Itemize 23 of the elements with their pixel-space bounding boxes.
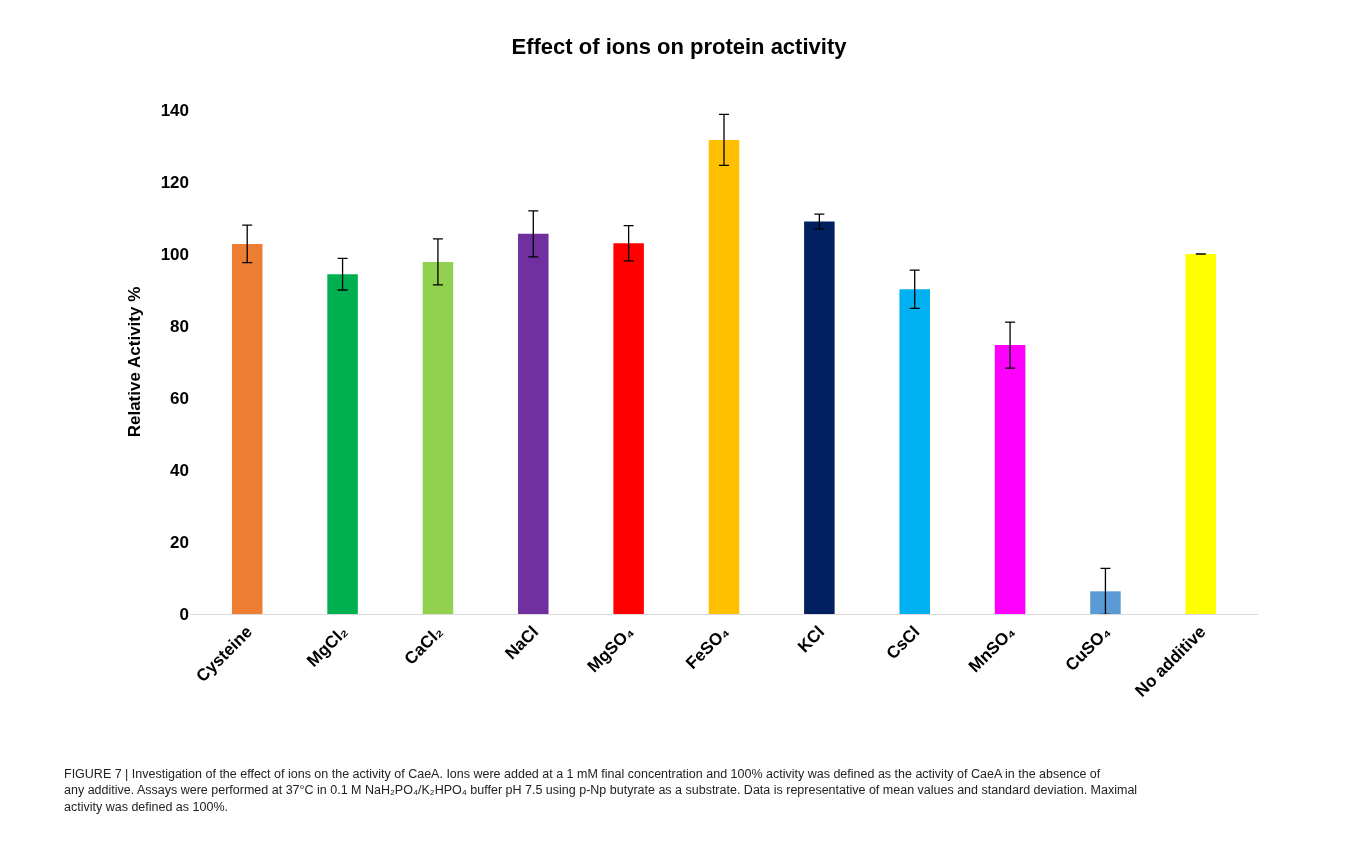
bar [327,274,358,614]
y-axis-title: Relative Activity % [125,286,145,438]
bar [518,233,549,614]
x-tick-label: KCl [794,622,829,657]
bar [231,243,263,614]
y-tick-label: 100 [160,244,189,264]
y-tick-label: 140 [160,100,189,120]
y-tick-label: 20 [170,532,189,552]
caption: FIGURE 7 | Investigation of the effect of ions on the activity of CaeA. Ions were added at a 1 mM final concentration and 100% activity was defined as the activity of CaeA in the absence of any additive. Assays were performed at 37°C in 0.1 M NaH₂PO₄/K₂HPO₄ buffer pH 7.5 using p-Np butyrate as a substrate. Data is representative of mean values and standard deviation. Maximal activity was defined as 100%. [64,767,1138,814]
y-tick-label: 120 [160,172,189,192]
bar [613,243,644,614]
y-tick-label: 80 [170,316,189,336]
bar [804,221,835,614]
chart-title: Effect of ions on protein activity [511,34,848,60]
bar [899,289,930,614]
bar [708,139,740,614]
y-tick-label: 60 [170,388,189,408]
bar [994,345,1026,614]
bar [1185,254,1217,614]
bar [422,261,454,614]
bar [1090,591,1121,614]
y-tick-label: 0 [179,604,189,624]
y-tick-label: 40 [170,460,189,480]
